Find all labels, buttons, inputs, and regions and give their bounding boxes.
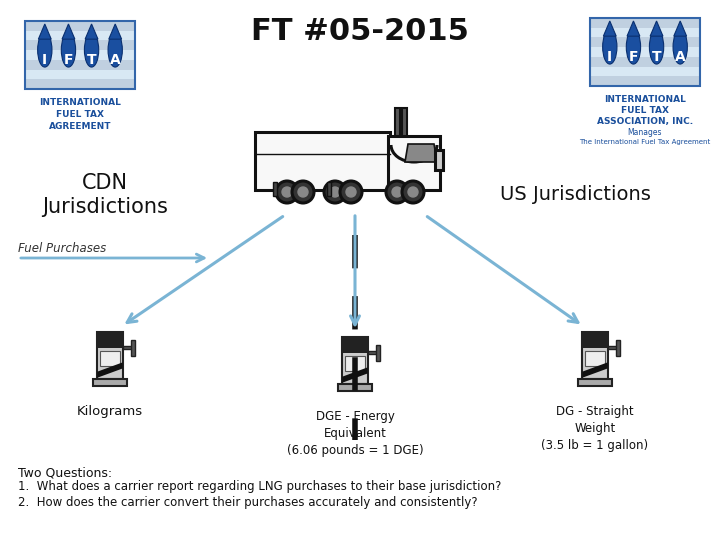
Text: T: T [86, 53, 96, 68]
Polygon shape [62, 24, 75, 39]
FancyBboxPatch shape [93, 379, 127, 386]
Text: FUEL TAX: FUEL TAX [621, 106, 669, 115]
Circle shape [324, 181, 346, 203]
FancyBboxPatch shape [435, 150, 443, 170]
FancyBboxPatch shape [255, 132, 390, 190]
FancyBboxPatch shape [25, 40, 135, 50]
Circle shape [298, 187, 308, 197]
Circle shape [386, 181, 408, 203]
FancyBboxPatch shape [590, 66, 700, 76]
Ellipse shape [673, 30, 688, 64]
FancyBboxPatch shape [585, 351, 606, 366]
FancyBboxPatch shape [25, 79, 135, 89]
FancyBboxPatch shape [25, 60, 135, 70]
Circle shape [292, 181, 314, 203]
FancyBboxPatch shape [100, 351, 120, 366]
Circle shape [392, 187, 402, 197]
FancyBboxPatch shape [590, 47, 700, 57]
Polygon shape [603, 21, 616, 36]
Text: Two Questions:: Two Questions: [18, 466, 112, 479]
Polygon shape [109, 24, 122, 39]
Circle shape [408, 187, 418, 197]
Polygon shape [650, 21, 663, 36]
Text: FUEL TAX: FUEL TAX [56, 110, 104, 119]
Bar [368, 351, 378, 354]
Text: I: I [607, 50, 613, 64]
Polygon shape [85, 24, 98, 39]
Text: A: A [675, 50, 685, 64]
Bar [616, 340, 620, 356]
Polygon shape [582, 362, 608, 378]
FancyBboxPatch shape [342, 337, 368, 384]
Text: 2.  How does the carrier convert their purchases accurately and consistently?: 2. How does the carrier convert their pu… [18, 496, 477, 509]
Text: F: F [63, 53, 73, 68]
Ellipse shape [84, 33, 99, 67]
Bar [327, 182, 331, 196]
Text: F: F [629, 50, 638, 64]
FancyBboxPatch shape [590, 28, 700, 37]
Circle shape [276, 181, 298, 203]
FancyBboxPatch shape [590, 76, 700, 86]
Polygon shape [405, 144, 437, 162]
Text: The International Fuel Tax Agreement: The International Fuel Tax Agreement [580, 139, 711, 145]
Text: Kilograms: Kilograms [77, 405, 143, 418]
Polygon shape [38, 24, 51, 39]
FancyBboxPatch shape [25, 21, 135, 31]
Text: US Jurisdictions: US Jurisdictions [500, 186, 650, 205]
FancyBboxPatch shape [97, 332, 122, 348]
FancyBboxPatch shape [25, 31, 135, 40]
Text: T: T [652, 50, 662, 64]
Polygon shape [342, 367, 368, 383]
Text: A: A [110, 53, 120, 68]
Bar [608, 346, 618, 349]
FancyBboxPatch shape [582, 332, 608, 379]
Circle shape [402, 181, 424, 203]
FancyBboxPatch shape [590, 37, 700, 47]
FancyBboxPatch shape [582, 332, 608, 348]
Circle shape [340, 181, 362, 203]
Ellipse shape [649, 30, 664, 64]
FancyBboxPatch shape [578, 379, 612, 386]
Ellipse shape [108, 33, 122, 67]
Text: I: I [42, 53, 48, 68]
Ellipse shape [603, 30, 617, 64]
Bar [131, 340, 135, 356]
Ellipse shape [37, 33, 52, 67]
Polygon shape [97, 362, 122, 378]
FancyBboxPatch shape [25, 70, 135, 79]
FancyBboxPatch shape [338, 384, 372, 390]
FancyBboxPatch shape [590, 57, 700, 66]
Circle shape [346, 187, 356, 197]
Text: ASSOCIATION, INC.: ASSOCIATION, INC. [597, 117, 693, 126]
Text: DGE - Energy
Equivalent
(6.06 pounds = 1 DGE): DGE - Energy Equivalent (6.06 pounds = 1… [287, 410, 423, 457]
FancyBboxPatch shape [590, 18, 700, 28]
Text: Manages: Manages [628, 128, 662, 137]
Bar [122, 346, 133, 349]
Text: INTERNATIONAL: INTERNATIONAL [39, 98, 121, 107]
FancyBboxPatch shape [25, 50, 135, 60]
Bar [273, 182, 277, 196]
Bar [395, 108, 400, 136]
Bar [402, 108, 407, 136]
Text: DG - Straight
Weight
(3.5 lb = 1 gallon): DG - Straight Weight (3.5 lb = 1 gallon) [541, 405, 649, 452]
Text: INTERNATIONAL: INTERNATIONAL [604, 95, 686, 104]
Circle shape [282, 187, 292, 197]
FancyBboxPatch shape [97, 332, 122, 379]
Text: FT #05-2015: FT #05-2015 [251, 17, 469, 46]
Ellipse shape [626, 30, 641, 64]
Ellipse shape [61, 33, 76, 67]
Bar [377, 346, 379, 361]
Text: AGREEMENT: AGREEMENT [49, 122, 112, 131]
FancyBboxPatch shape [388, 136, 440, 190]
FancyBboxPatch shape [342, 337, 368, 353]
Text: CDN
Jurisdictions: CDN Jurisdictions [42, 173, 168, 218]
Polygon shape [627, 21, 640, 36]
Text: Fuel Purchases: Fuel Purchases [18, 241, 107, 254]
Polygon shape [674, 21, 687, 36]
FancyBboxPatch shape [345, 356, 365, 371]
Text: 1.  What does a carrier report regarding LNG purchases to their base jurisdictio: 1. What does a carrier report regarding … [18, 480, 501, 493]
Circle shape [330, 187, 340, 197]
